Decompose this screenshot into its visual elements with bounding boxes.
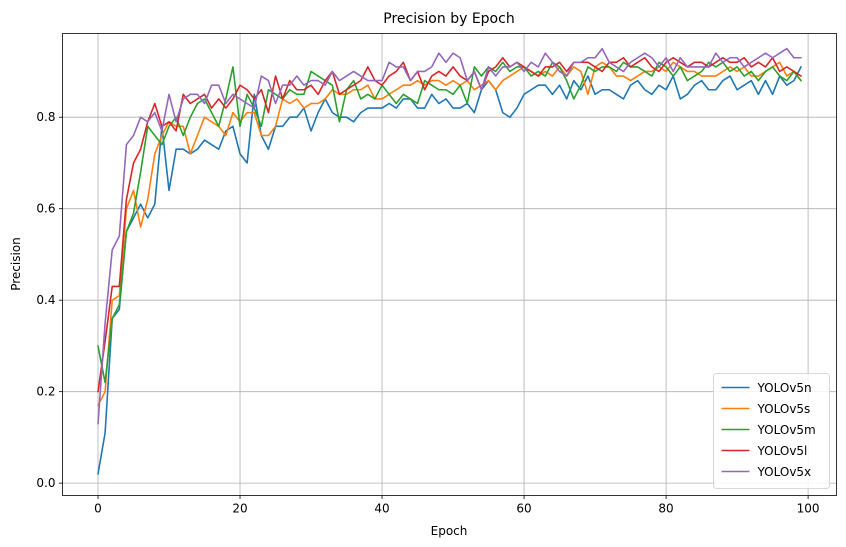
y-tick-label: 0.8 [36, 110, 55, 124]
legend-box [713, 373, 830, 489]
x-tick-label: 60 [516, 502, 531, 516]
x-tick-label: 20 [232, 502, 247, 516]
legend-label: YOLOv5l [757, 444, 808, 458]
series-line-yolov5s [97, 61, 802, 407]
legend: YOLOv5n YOLOv5s YOLOv5m YOLOv5l YOLOv5x [713, 373, 830, 489]
plot-area [62, 33, 837, 496]
series-line-yolov5n [97, 66, 802, 475]
x-axis-label: Epoch [431, 524, 468, 538]
y-axis-label: Precision [9, 237, 23, 291]
y-tick-label: 0.0 [36, 476, 55, 490]
series-lines [97, 47, 802, 475]
x-tick-label: 100 [797, 502, 820, 516]
y-tick-label: 0.4 [36, 293, 55, 307]
series-line-yolov5l [97, 56, 802, 393]
chart-title: Precision by Epoch [383, 11, 514, 27]
series-line-yolov5m [97, 61, 802, 384]
y-axis-ticks: 0.0 0.2 0.4 0.6 0.8 [36, 110, 63, 490]
legend-label: YOLOv5s [757, 402, 811, 416]
plot-border [62, 33, 837, 496]
y-tick-label: 0.6 [36, 202, 55, 216]
series-line-yolov5x [97, 47, 802, 425]
legend-label: YOLOv5x [757, 465, 812, 479]
grid-lines [62, 33, 837, 496]
x-tick-label: 80 [658, 502, 673, 516]
legend-label: YOLOv5n [757, 381, 812, 395]
x-tick-label: 0 [94, 502, 102, 516]
legend-label: YOLOv5m [757, 423, 816, 437]
x-axis-ticks: 0 20 40 60 80 100 [94, 495, 820, 516]
y-tick-label: 0.2 [36, 385, 55, 399]
x-tick-label: 40 [374, 502, 389, 516]
